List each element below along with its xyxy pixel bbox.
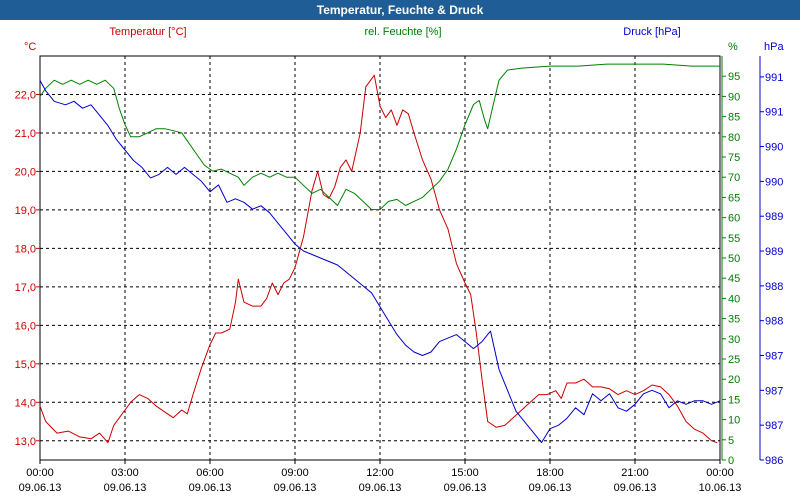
- x-tick-time: 00:00: [706, 467, 734, 479]
- x-tick-date: 10.06.13: [699, 482, 742, 494]
- chart-canvas: 00:00 09.06.13 03:00 09.06.13 06:00 09.06.13 0…: [15, 26, 785, 494]
- x-tick-date: 09.06.13: [529, 482, 572, 494]
- x-tick-date: 09.06.13: [359, 482, 402, 494]
- humidity-tick-label: 20: [728, 374, 740, 386]
- humidity-tick-label: 70: [728, 172, 740, 184]
- pressure-tick-label: 987: [765, 385, 783, 397]
- pressure-tick-label: 987: [765, 351, 783, 363]
- x-tick-date: 09.06.13: [614, 482, 657, 494]
- humidity-tick-label: 50: [728, 253, 740, 265]
- pressure-tick-label: 990: [765, 142, 783, 154]
- humidity-tick-label: 45: [728, 273, 740, 285]
- x-tick-time: 18:00: [536, 467, 564, 479]
- temp-tick-label: 22,0: [15, 89, 36, 101]
- temperature-series-line: [39, 74, 718, 444]
- pressure-tick-label: 987: [765, 420, 783, 432]
- humidity-tick-label: 55: [728, 233, 740, 245]
- pressure-tick-label: 991: [765, 72, 783, 84]
- window-title: Temperatur, Feuchte & Druck: [0, 0, 800, 20]
- pressure-unit: hPa: [764, 41, 784, 53]
- temp-tick-label: 16,0: [15, 320, 36, 332]
- humidity-tick-label: 95: [728, 71, 740, 83]
- temp-tick-label: 15,0: [15, 359, 36, 371]
- x-tick-time: 21:00: [621, 467, 649, 479]
- pressure-series-line: [39, 80, 721, 444]
- temp-unit: °C: [24, 41, 36, 53]
- temp-tick-label: 17,0: [15, 282, 36, 294]
- pressure-tick-label: 988: [765, 281, 783, 293]
- x-tick-time: 03:00: [111, 467, 139, 479]
- x-tick-date: 09.06.13: [104, 482, 147, 494]
- temp-tick-label: 21,0: [15, 128, 36, 140]
- x-tick-time: 12:00: [366, 467, 394, 479]
- humidity-tick-label: 30: [728, 334, 740, 346]
- label-layer: Temperatur [°C] rel. Feuchte [%] Druck [hP…: [109, 26, 680, 38]
- humidity-tick-label: 10: [728, 415, 740, 427]
- humidity-unit: %: [728, 41, 738, 53]
- humidity-tick-label: 80: [728, 132, 740, 144]
- x-tick-time: 09:00: [281, 467, 309, 479]
- humidity-tick-label: 60: [728, 213, 740, 225]
- humidity-tick-label: 0: [728, 455, 734, 467]
- pressure-tick-label: 991: [765, 107, 783, 119]
- series-layer: [39, 63, 721, 444]
- humidity-tick-label: 65: [728, 192, 740, 204]
- pressure-tick-label: 990: [765, 176, 783, 188]
- x-tick-time: 15:00: [451, 467, 479, 479]
- x-tick-date: 09.06.13: [444, 482, 487, 494]
- temp-tick-label: 14,0: [15, 397, 36, 409]
- humidity-series-line: [39, 63, 720, 210]
- pressure-tick-label: 988: [765, 316, 783, 328]
- humidity-axis-title: rel. Feuchte [%]: [364, 26, 441, 38]
- pressure-tick-label: 986: [765, 455, 783, 467]
- x-tick-date: 09.06.13: [19, 482, 62, 494]
- humidity-tick-label: 85: [728, 112, 740, 124]
- temp-tick-label: 19,0: [15, 205, 36, 217]
- x-tick-time: 06:00: [196, 467, 224, 479]
- x-tick-time: 00:00: [26, 467, 54, 479]
- temp-axis-title: Temperatur [°C]: [109, 26, 186, 38]
- humidity-tick-label: 5: [728, 435, 734, 447]
- humidity-tick-label: 25: [728, 354, 740, 366]
- x-tick-date: 09.06.13: [189, 482, 232, 494]
- humidity-tick-label: 35: [728, 314, 740, 326]
- axis-layer: 00:00 09.06.13 03:00 09.06.13 06:00 09.06.13 0…: [15, 41, 785, 494]
- humidity-tick-label: 40: [728, 293, 740, 305]
- humidity-tick-label: 90: [728, 91, 740, 103]
- temp-tick-label: 13,0: [15, 436, 36, 448]
- pressure-tick-label: 989: [765, 246, 783, 258]
- humidity-tick-label: 15: [728, 394, 740, 406]
- grid-layer: [39, 55, 721, 461]
- humidity-tick-label: 75: [728, 152, 740, 164]
- pressure-axis-title: Druck [hPa]: [623, 26, 680, 38]
- x-tick-date: 09.06.13: [274, 482, 317, 494]
- temp-tick-label: 18,0: [15, 243, 36, 255]
- temp-tick-label: 20,0: [15, 166, 36, 178]
- pressure-tick-label: 989: [765, 211, 783, 223]
